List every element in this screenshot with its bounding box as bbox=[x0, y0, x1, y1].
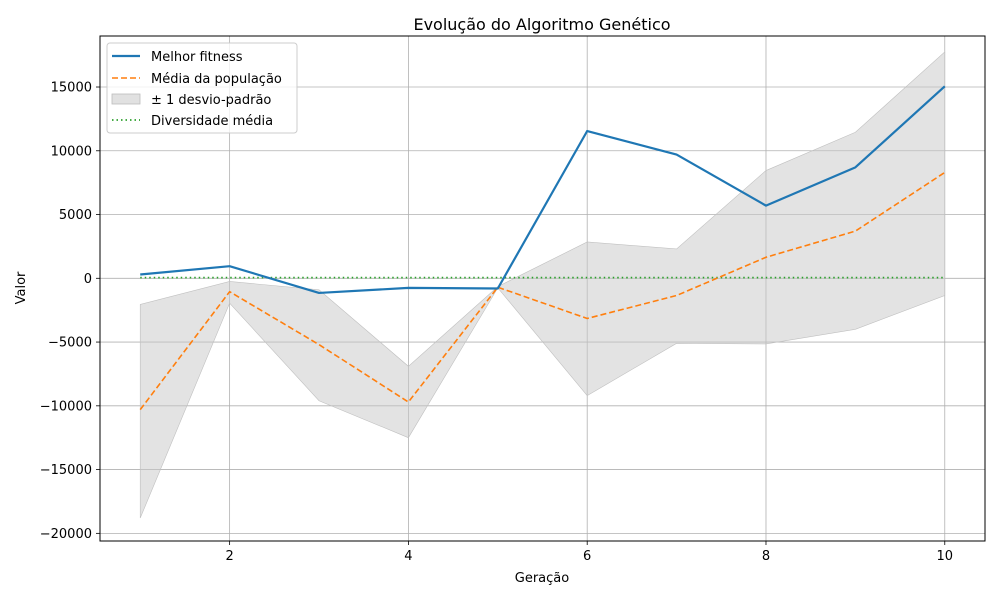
legend: Melhor fitness Média da população ± 1 de… bbox=[106, 42, 298, 134]
y-axis-ticks: −20000 −15000 −10000 −5000 0 5000 10000 15000 bbox=[40, 81, 100, 542]
legend-label-best: Melhor fitness bbox=[151, 50, 243, 65]
chart-title: Evolução do Algoritmo Genético bbox=[413, 15, 670, 34]
y-tick-label: −5000 bbox=[48, 336, 92, 351]
x-axis-label: Geração bbox=[515, 571, 569, 586]
legend-swatch-band bbox=[111, 93, 141, 105]
x-tick-label: 8 bbox=[762, 549, 770, 564]
y-tick-label: 15000 bbox=[51, 81, 92, 96]
y-tick-label: −20000 bbox=[40, 527, 92, 542]
y-axis-label: Valor bbox=[14, 271, 29, 304]
legend-label-mean: Média da população bbox=[151, 72, 282, 87]
x-tick-label: 2 bbox=[225, 549, 233, 564]
y-tick-label: 5000 bbox=[59, 208, 92, 223]
series-lines bbox=[139, 85, 946, 411]
plot-frame bbox=[99, 35, 986, 542]
legend-box bbox=[106, 42, 298, 134]
y-tick-label: 10000 bbox=[51, 144, 92, 159]
x-tick-label: 4 bbox=[404, 549, 412, 564]
std-band bbox=[139, 51, 946, 519]
y-tick-label: 0 bbox=[84, 272, 92, 287]
std-band-area bbox=[139, 51, 946, 519]
y-tick-label: −10000 bbox=[40, 399, 92, 414]
series-line-dashed bbox=[139, 171, 946, 411]
x-axis-ticks: 2 4 6 8 10 bbox=[225, 541, 953, 564]
x-tick-label: 10 bbox=[936, 549, 953, 564]
y-tick-label: −15000 bbox=[40, 463, 92, 478]
legend-label-diversity: Diversidade média bbox=[151, 114, 273, 129]
x-tick-label: 6 bbox=[583, 549, 591, 564]
series-line-solid bbox=[140, 85, 946, 295]
legend-label-band: ± 1 desvio-padrão bbox=[151, 93, 271, 108]
